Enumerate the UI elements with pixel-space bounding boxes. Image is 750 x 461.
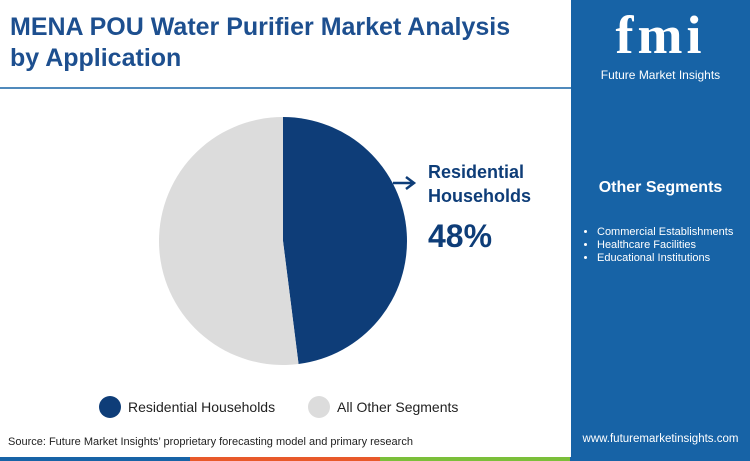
- legend-label: Residential Households: [128, 399, 276, 415]
- logo: fmi: [615, 5, 706, 65]
- source: Source: Future Market Insights’ propriet…: [8, 436, 413, 448]
- segment-item: Educational Institutions: [597, 252, 733, 265]
- annotation-label: Residential Households: [428, 162, 532, 206]
- data-label: 48%: [428, 218, 493, 254]
- segment-item: Commercial Establishments: [597, 226, 733, 239]
- footer-strip: [190, 457, 380, 461]
- footer-strip: [0, 457, 190, 461]
- segment-item: Healthcare Facilities: [597, 239, 733, 252]
- sidebar: fmi Future Market Insights Other Segment…: [571, 0, 750, 457]
- legend-swatch: [99, 396, 121, 418]
- footer-strip: [570, 457, 750, 461]
- legend-label: All Other Segments: [337, 399, 459, 415]
- segment-list: Commercial EstablishmentsHealthcare Faci…: [581, 226, 733, 265]
- pie-slice: [283, 117, 407, 365]
- chart-title: MENA POU Water Purifier Market Analysis …: [10, 13, 511, 72]
- sidebar-heading: Other Segments: [598, 179, 723, 196]
- footer-strip: [380, 457, 570, 461]
- url: www.futuremarketinsights.com: [582, 433, 739, 445]
- pie-slice: [158, 117, 299, 365]
- annotation-arrow: [393, 176, 417, 190]
- brand: Future Market Insights: [600, 68, 721, 82]
- legend-item: All Other Segments: [308, 396, 458, 418]
- legend-item: Residential Households: [99, 396, 275, 418]
- legend-swatch: [308, 396, 330, 418]
